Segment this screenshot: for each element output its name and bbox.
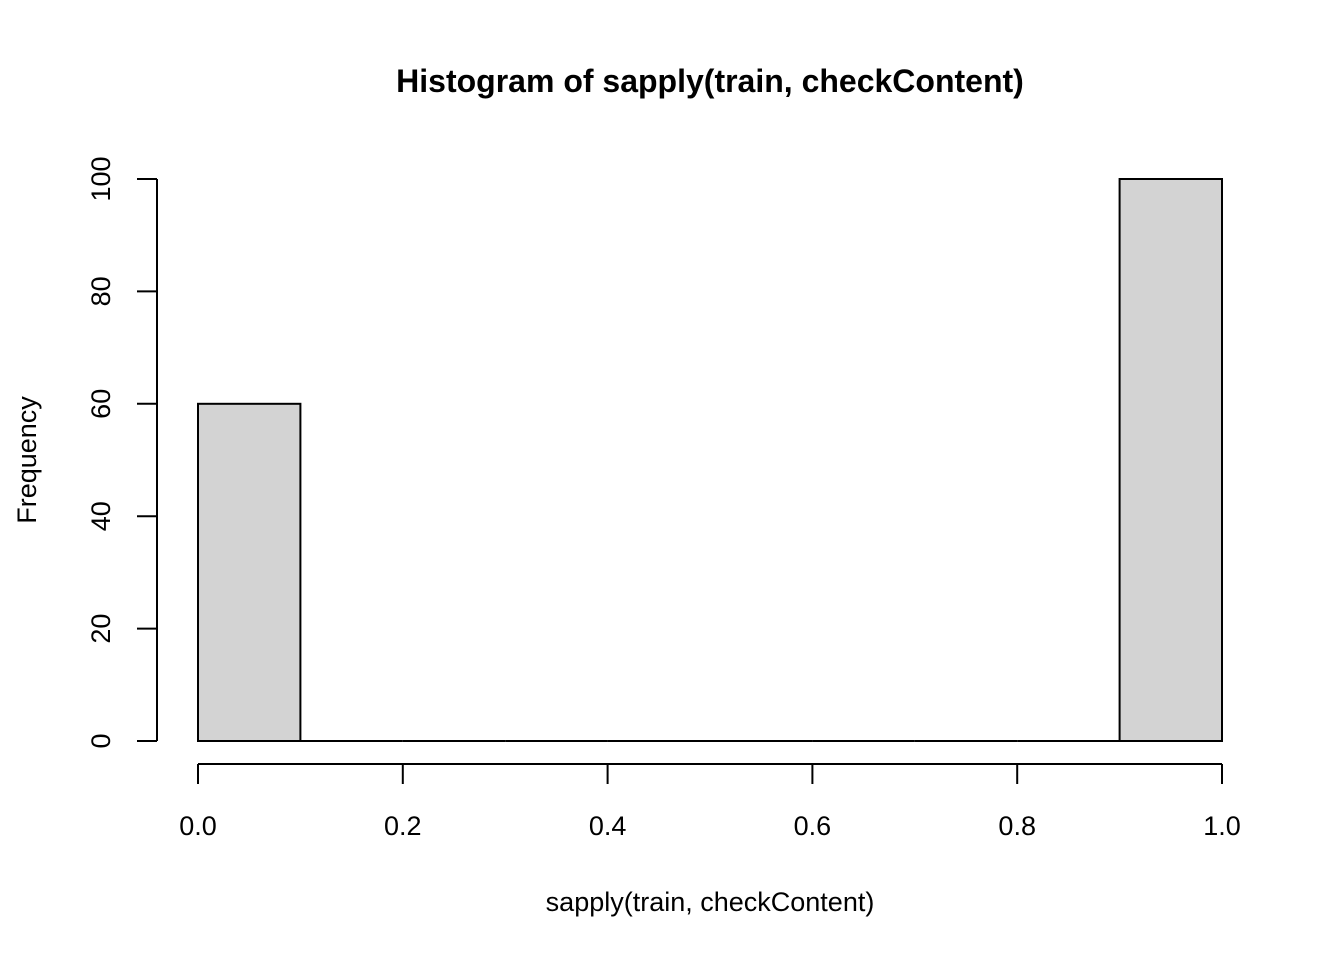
x-tick-label: 0.8 (998, 811, 1036, 841)
histogram-bar (1118, 178, 1223, 742)
x-tick-label: 0.0 (179, 811, 217, 841)
x-tick-label: 0.6 (794, 811, 832, 841)
y-tick-label: 20 (86, 614, 116, 644)
y-tick-label: 60 (86, 389, 116, 419)
x-tick-label: 1.0 (1203, 811, 1241, 841)
y-tick-label: 40 (86, 501, 116, 531)
chart-title: Histogram of sapply(train, checkContent) (396, 63, 1024, 99)
x-tick-label: 0.4 (589, 811, 627, 841)
y-tick-label: 80 (86, 276, 116, 306)
y-axis: 0 20 40 60 80 100 (86, 156, 158, 749)
histogram-bar (197, 402, 302, 742)
x-axis-label: sapply(train, checkContent) (546, 887, 875, 917)
x-tick-label: 0.2 (384, 811, 422, 841)
x-axis: 0.0 0.2 0.4 0.6 0.8 1.0 (179, 763, 1241, 841)
y-tick-label: 100 (86, 156, 116, 201)
bars-group (197, 178, 1223, 742)
y-tick-label: 0 (86, 733, 116, 748)
y-axis-label: Frequency (12, 396, 42, 524)
